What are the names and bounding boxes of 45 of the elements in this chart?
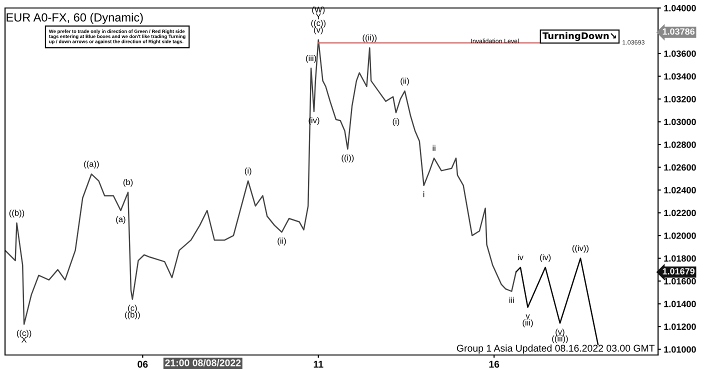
annotation: (a)	[116, 216, 126, 224]
y-tick-label: 1.01400	[664, 300, 696, 308]
y-tick-label: 1.01000	[664, 346, 696, 353]
annotation: ((iv))	[572, 244, 589, 253]
annotation: ii	[432, 144, 436, 151]
annotation: (c) ((b))	[125, 304, 140, 320]
annotation: ((i))	[342, 154, 354, 162]
chart-title: EUR A0-FX, 60 (Dynamic)	[6, 12, 143, 24]
y-tick-label: 1.03400	[664, 73, 696, 80]
y-tick-label: 1.01800	[664, 255, 696, 262]
annotation: v (iii)	[522, 314, 533, 328]
annotation: ((ii))	[362, 34, 377, 42]
x-tick-label: 16	[489, 360, 500, 368]
y-tick-label: 1.02400	[664, 187, 696, 194]
annotation: (i)	[244, 168, 252, 176]
annotation: (i)	[392, 118, 400, 126]
y-tick-label: 1.02800	[664, 141, 696, 148]
annotation: iii	[509, 296, 514, 303]
y-tick-label: 1.03600	[664, 50, 696, 57]
y-tick-label: 1.01600	[664, 278, 696, 284]
y-tick-label: 1.02000	[664, 232, 696, 239]
annotation: ((a))	[84, 160, 99, 169]
x-tick-label: 11	[314, 360, 324, 368]
annotation: Group 1 Asia Updated 08.16.2022 03.00 GMT	[456, 344, 655, 354]
annotation: iv	[518, 254, 524, 260]
annotation: ((c)) X	[16, 330, 32, 343]
annotation: (v) ((iii))	[552, 328, 568, 344]
annotation: TurningDown↘	[542, 32, 616, 41]
y-tick-label: 1.03000	[664, 118, 696, 126]
annotation: (iv)	[540, 254, 551, 262]
annotation: (iii)	[306, 54, 316, 63]
annotation: i	[423, 191, 424, 198]
y-tick-label: 1.02200	[664, 210, 696, 216]
y-tick-label: 1.01200	[664, 324, 696, 330]
y-tick-label: 1.03200	[664, 96, 696, 102]
y-tick-label: 1.02600	[664, 164, 696, 171]
text: 21:00 08/08/2022	[165, 359, 241, 366]
annotation: ((b))	[9, 210, 24, 218]
annotation: (ii)	[278, 238, 286, 246]
y-tick-label: 1.04000	[664, 4, 696, 12]
x-tick-label: 06	[138, 360, 148, 368]
annotation: (ii)	[400, 78, 409, 86]
text: 1.01679	[662, 268, 695, 274]
text: 1.03786	[662, 28, 695, 35]
annotation: (b)	[123, 178, 133, 187]
